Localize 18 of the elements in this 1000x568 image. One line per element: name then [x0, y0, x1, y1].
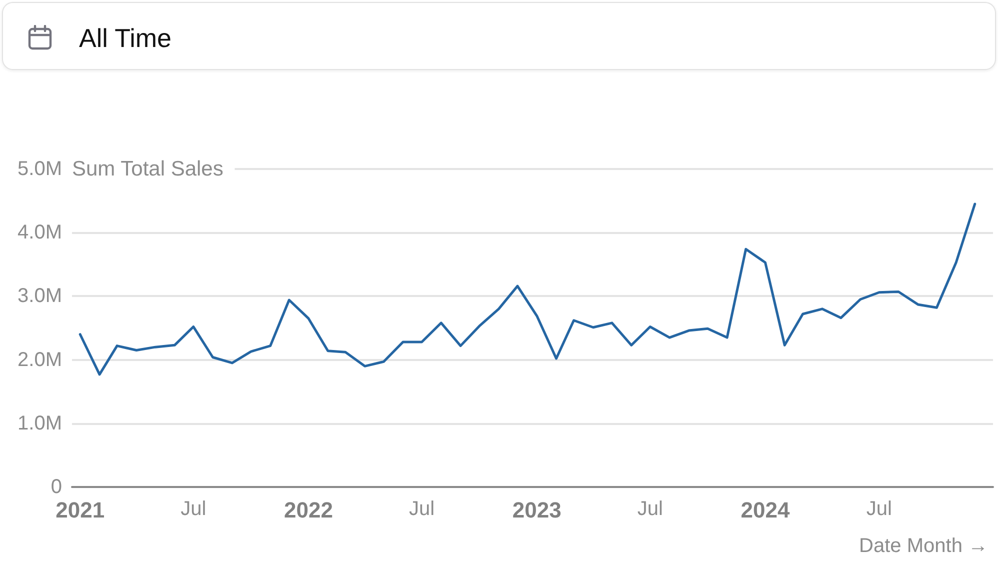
- x-tick-label: Jul: [637, 498, 663, 520]
- y-tick-label: 5.0M: [18, 158, 62, 180]
- x-axis-title: Date Month →: [859, 535, 988, 557]
- chart-title: All Time: [79, 22, 172, 54]
- x-tick-label: Jul: [866, 498, 892, 520]
- y-axis-title: Sum Total Sales: [72, 158, 224, 180]
- x-tick-label: 2023: [512, 498, 562, 522]
- y-tick-label: 4.0M: [18, 222, 62, 244]
- x-tick-label: 2024: [740, 498, 790, 522]
- y-tick-label: 0: [50, 476, 62, 498]
- x-tick-label: Jul: [408, 498, 435, 520]
- x-tick-label: 2022: [284, 498, 333, 522]
- y-tick-label: 1.0M: [18, 412, 62, 434]
- line-series: [78, 202, 976, 376]
- x-tick-label: 2021: [56, 498, 105, 522]
- x-tick-label: Jul: [180, 498, 206, 520]
- y-tick-label: 3.0M: [18, 285, 62, 308]
- y-tick-label: 2.0M: [18, 348, 62, 371]
